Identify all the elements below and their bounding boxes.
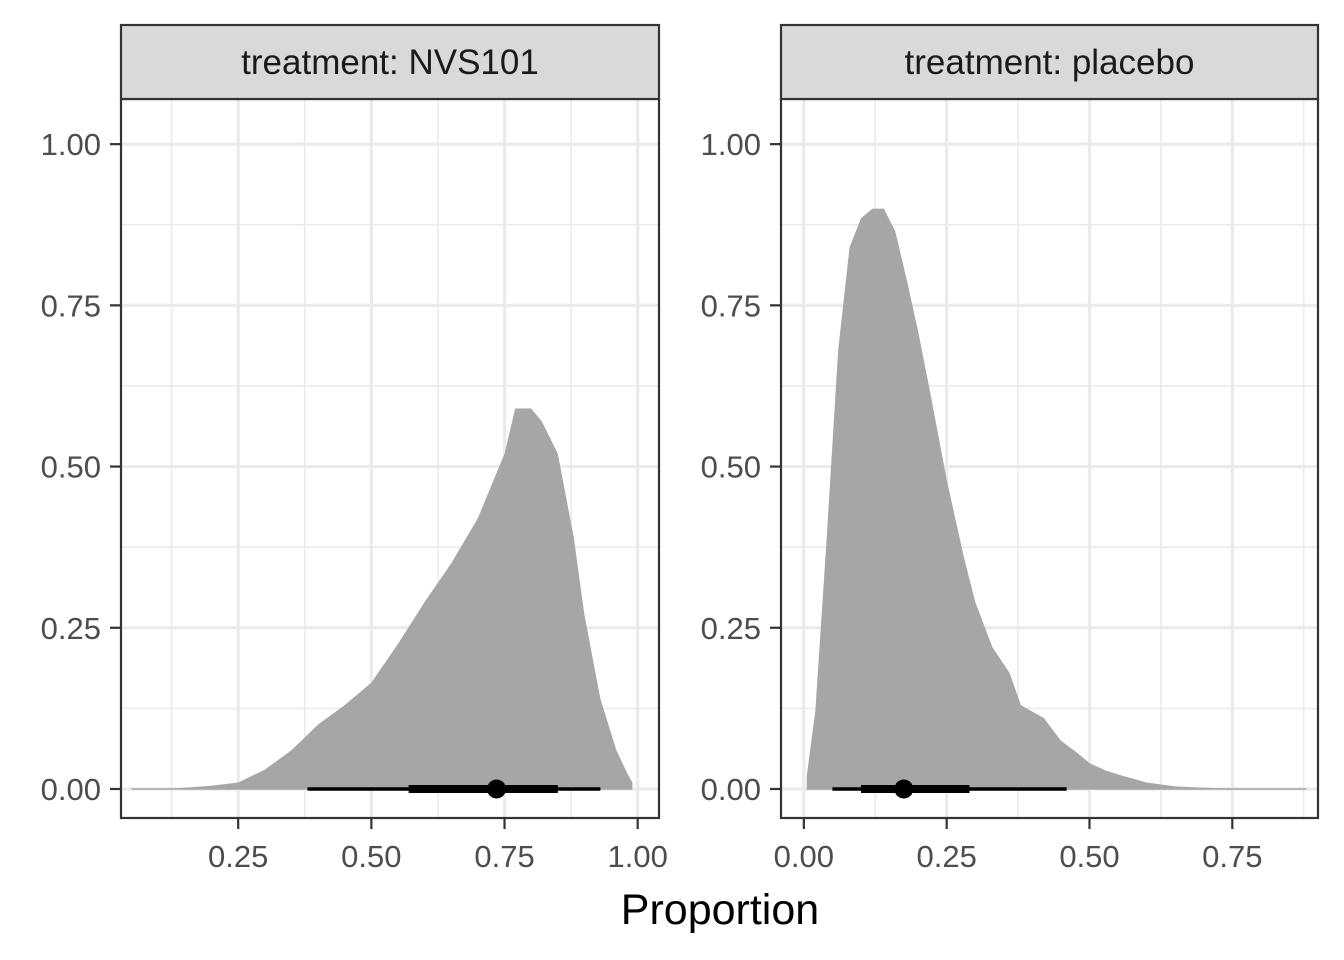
y-tick-label: 1.00 xyxy=(41,127,101,162)
x-tick-label: 0.50 xyxy=(1059,839,1119,874)
panel-nvs101: treatment: NVS101 0.00 0.25 0.50 0.75 1.00 0.2… xyxy=(41,23,668,874)
x-tick-label: 0.50 xyxy=(341,839,401,874)
x-tick-label: 0.75 xyxy=(1202,839,1262,874)
y-tick-label: 0.00 xyxy=(41,772,101,807)
panel-placebo: treatment: placebo 0.00 0.25 0.50 0.75 1.00 0.… xyxy=(701,23,1320,874)
facet-strip-label: treatment: NVS101 xyxy=(241,43,539,82)
y-tick-label: 0.75 xyxy=(41,288,101,323)
x-axis-title: Proportion xyxy=(621,886,819,934)
y-tick-label: 0.25 xyxy=(41,611,101,646)
x-tick-label: 1.00 xyxy=(608,839,668,874)
facet-strip xyxy=(779,23,1320,101)
facet-strip-label: treatment: placebo xyxy=(905,43,1195,82)
density-area xyxy=(131,408,633,789)
y-tick-label: 0.50 xyxy=(41,450,101,485)
y-tick-label: 0.75 xyxy=(701,288,761,323)
point-estimate xyxy=(894,779,914,799)
y-tick-label: 0.25 xyxy=(701,611,761,646)
y-tick-label: 1.00 xyxy=(701,127,761,162)
x-tick-label: 0.75 xyxy=(474,839,534,874)
density-area xyxy=(806,208,1307,789)
y-tick-label: 0.50 xyxy=(701,450,761,485)
y-tick-label: 0.00 xyxy=(701,772,761,807)
facet-strip xyxy=(119,23,661,101)
x-tick-label: 0.25 xyxy=(208,839,268,874)
x-tick-label: 0.25 xyxy=(916,839,976,874)
point-estimate xyxy=(487,779,507,799)
x-tick-label: 0.00 xyxy=(774,839,834,874)
